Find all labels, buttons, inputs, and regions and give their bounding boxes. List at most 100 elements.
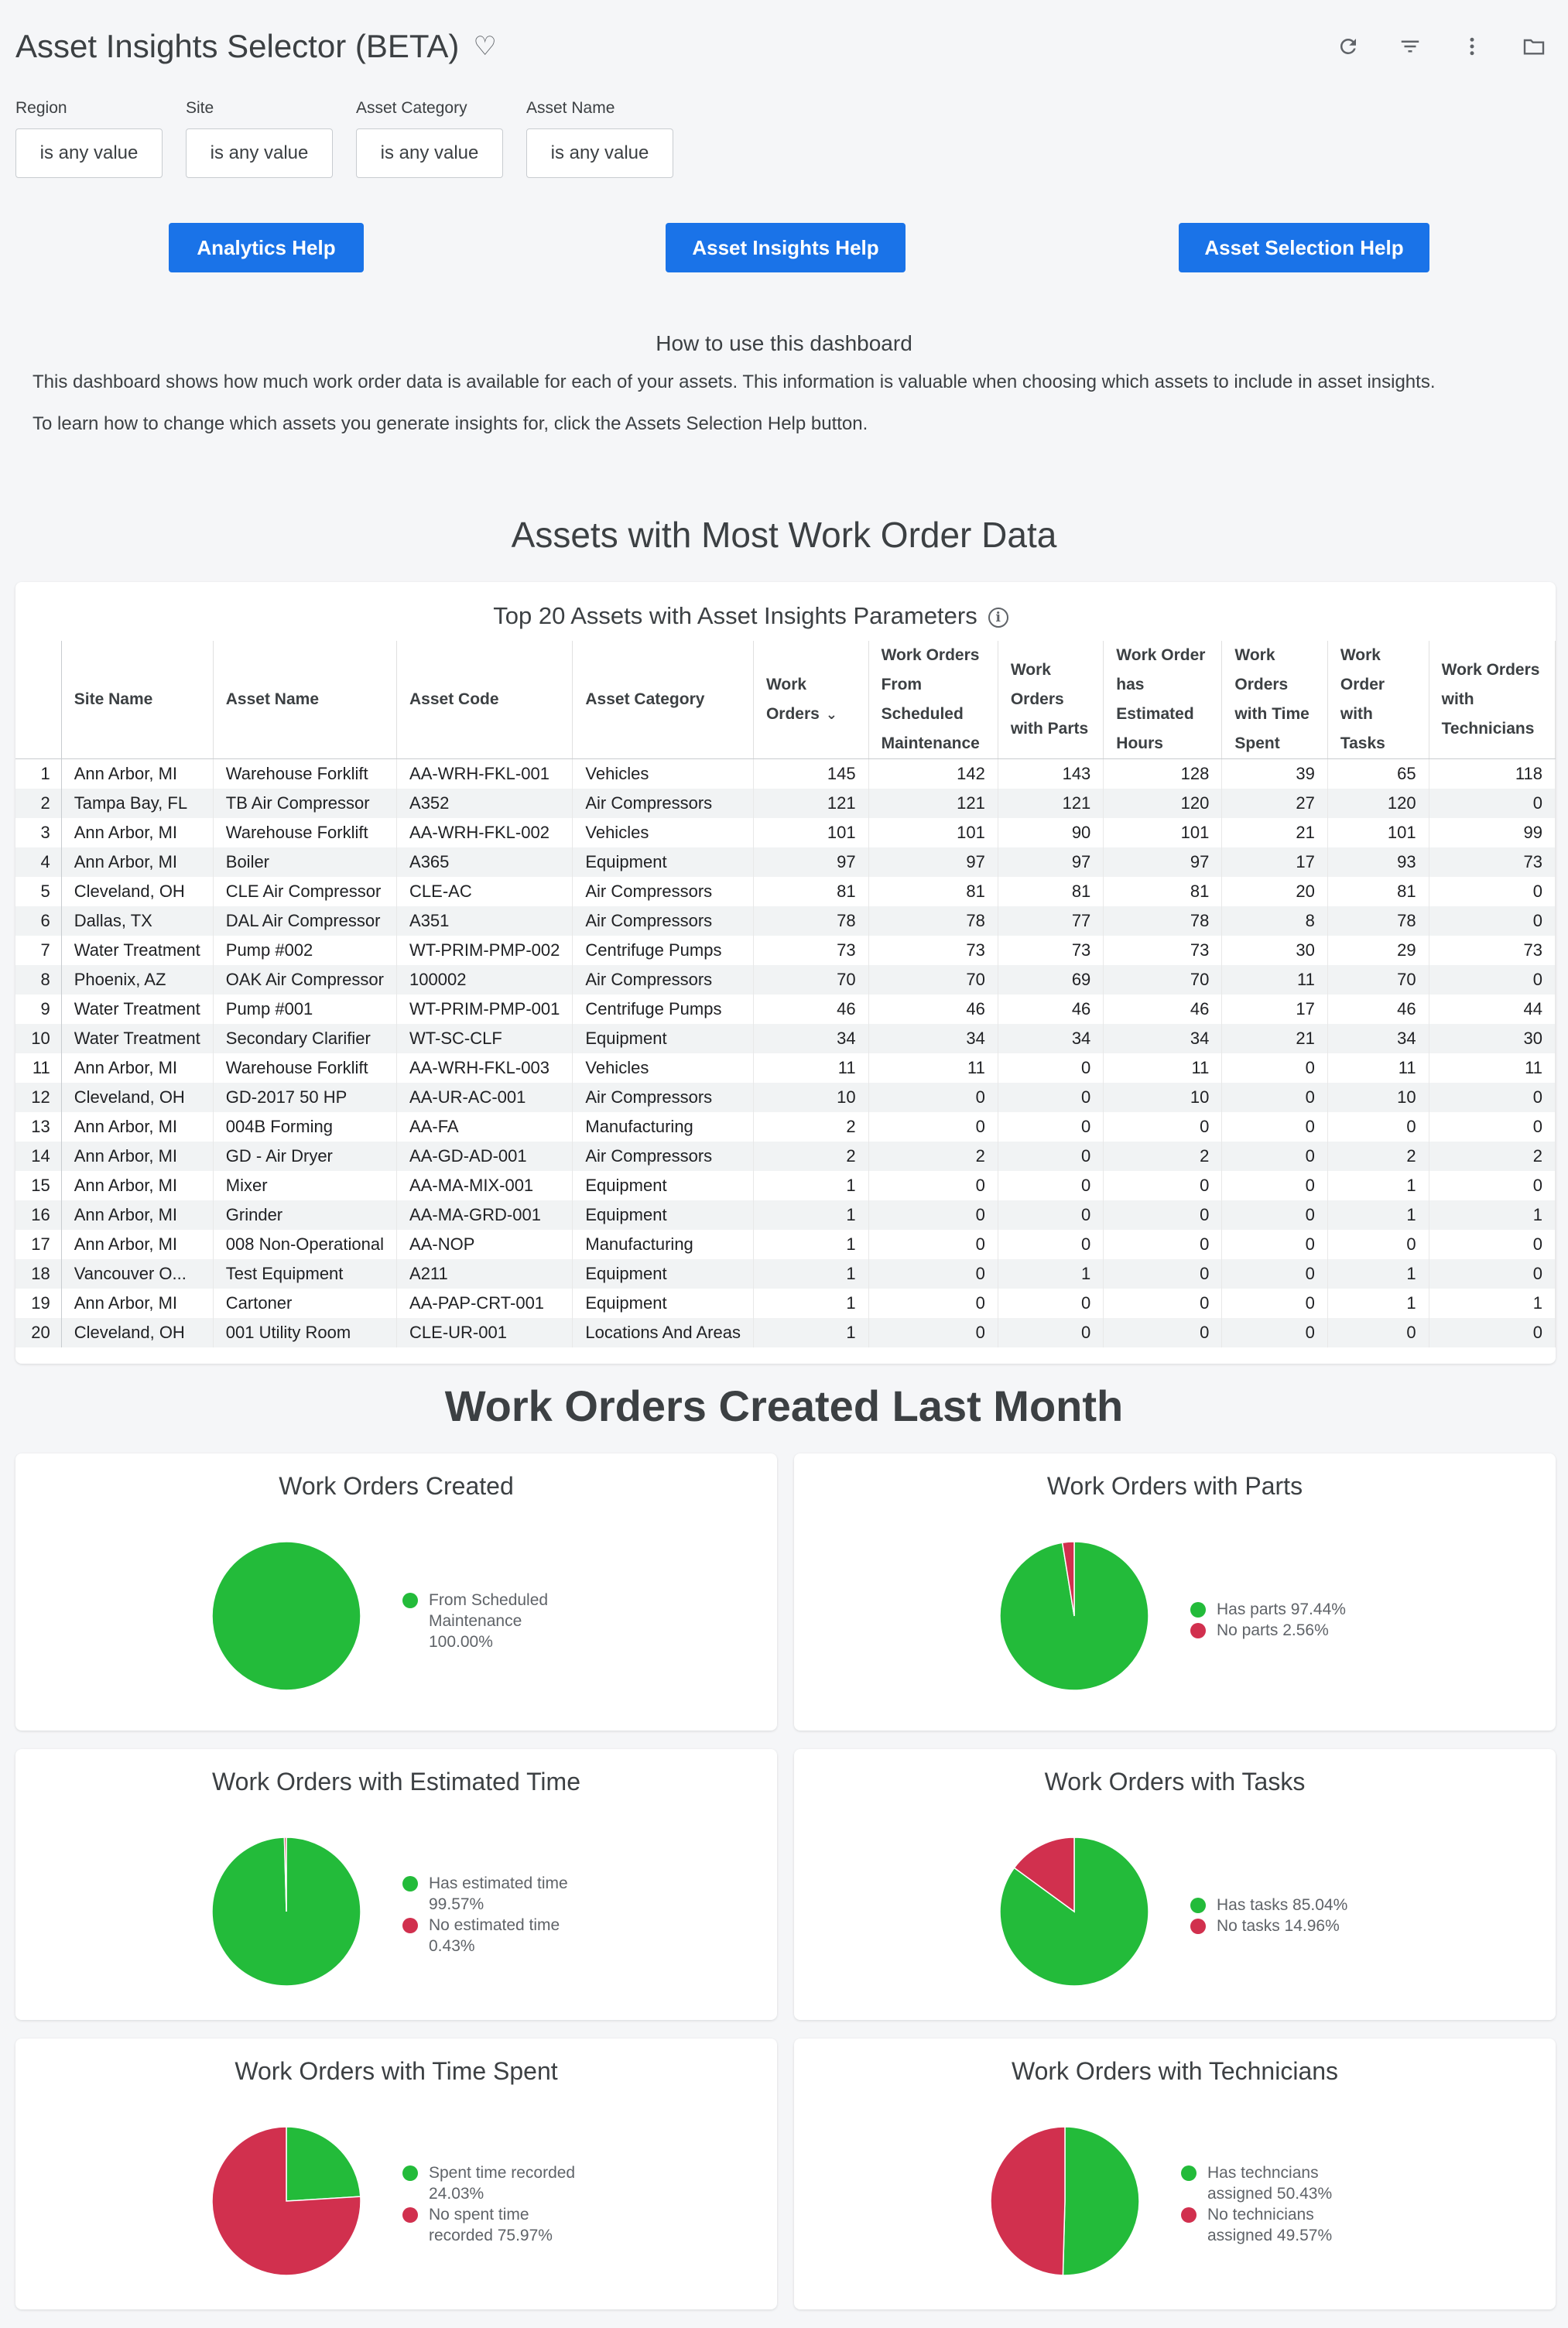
asset-category-filter-input[interactable]: is any value xyxy=(356,128,503,178)
legend-item[interactable]: No spent time recorded 75.97% xyxy=(402,2204,575,2246)
column-header[interactable]: Asset Name xyxy=(213,641,398,759)
table-row[interactable]: 11 Ann Arbor, MI Warehouse Forklift AA-WRH-… xyxy=(15,1053,1556,1083)
legend-label: Has parts 97.44% xyxy=(1217,1599,1346,1620)
legend-item[interactable]: Has parts 97.44% xyxy=(1190,1599,1346,1620)
table-row[interactable]: 2 Tampa Bay, FL TB Air Compressor A352 Air C… xyxy=(15,788,1556,818)
table-row[interactable]: 12 Cleveland, OH GD-2017 50 HP AA-UR-AC-001… xyxy=(15,1082,1556,1112)
row-index: 14 xyxy=(15,1141,62,1171)
table-row[interactable]: 13 Ann Arbor, MI 004B Forming AA-FA Manufact… xyxy=(15,1111,1556,1142)
column-header[interactable]: Work Orders with Time Spent xyxy=(1221,641,1328,759)
table-row[interactable]: 5 Cleveland, OH CLE Air Compressor CLE-AC Ai… xyxy=(15,876,1556,906)
legend-item[interactable]: From Scheduled Maintenance 100.00% xyxy=(402,1590,548,1652)
column-header[interactable]: Site Name xyxy=(61,641,214,759)
table-cell: 11 xyxy=(1327,1053,1429,1083)
legend-item[interactable]: No technicians assigned 49.57% xyxy=(1181,2204,1332,2246)
pie-slice[interactable] xyxy=(990,2126,1066,2276)
table-row[interactable]: 16 Ann Arbor, MI Grinder AA-MA-GRD-001 Equip… xyxy=(15,1200,1556,1230)
asset-insights-help-button[interactable]: Asset Insights Help xyxy=(666,223,906,272)
column-header[interactable]: Work Order has Estimated Hours xyxy=(1103,641,1223,759)
column-header-label: Asset Name xyxy=(225,690,319,708)
column-header-label: Work Orders with Parts xyxy=(1010,661,1089,738)
pie-slice[interactable] xyxy=(211,1541,361,1691)
legend-item[interactable]: Has estimated time 99.57% xyxy=(402,1873,568,1915)
filter-label: Region xyxy=(15,99,67,117)
table-cell: Mixer xyxy=(213,1170,398,1200)
table-row[interactable]: 19 Ann Arbor, MI Cartoner AA-PAP-CRT-001 Equ… xyxy=(15,1288,1556,1318)
region-filter-input[interactable]: is any value xyxy=(15,128,163,178)
legend-item[interactable]: No parts 2.56% xyxy=(1190,1620,1346,1641)
table-cell: 97 xyxy=(998,847,1104,877)
site-filter-input[interactable]: is any value xyxy=(186,128,333,178)
table-cell: 34 xyxy=(1327,1023,1429,1053)
table-row[interactable]: 18 Vancouver O... Test Equipment A211 Equipm… xyxy=(15,1258,1556,1289)
legend-item[interactable]: Has techncians assigned 50.43% xyxy=(1181,2162,1332,2204)
table-cell: Ann Arbor, MI xyxy=(61,1111,214,1142)
table-cell: 0 xyxy=(998,1111,1104,1142)
table-row[interactable]: 6 Dallas, TX DAL Air Compressor A351 Air Com… xyxy=(15,906,1556,936)
legend-item[interactable]: No tasks 14.96% xyxy=(1190,1915,1347,1936)
legend-label: From Scheduled Maintenance 100.00% xyxy=(429,1590,548,1652)
table-row[interactable]: 1 Ann Arbor, MI Warehouse Forklift AA-WRH-F… xyxy=(15,758,1556,789)
legend-item[interactable]: Spent time recorded 24.03% xyxy=(402,2162,575,2204)
refresh-icon[interactable] xyxy=(1333,31,1364,62)
folder-icon[interactable] xyxy=(1518,31,1549,62)
table-cell: 0 xyxy=(1221,1082,1328,1112)
table-row[interactable]: 15 Ann Arbor, MI Mixer AA-MA-MIX-001 Equipme… xyxy=(15,1170,1556,1200)
table-cell: 0 xyxy=(1221,1229,1328,1259)
table-row[interactable]: 3 Ann Arbor, MI Warehouse Forklift AA-WRH-F… xyxy=(15,817,1556,847)
pie-slice[interactable] xyxy=(1062,2126,1140,2276)
table-cell: 0 xyxy=(868,1288,998,1318)
table-row[interactable]: 9 Water Treatment Pump #001 WT-PRIM-PMP-001… xyxy=(15,994,1556,1024)
table-row[interactable]: 14 Ann Arbor, MI GD - Air Dryer AA-GD-AD-00… xyxy=(15,1141,1556,1171)
favorite-heart-icon[interactable]: ♡ xyxy=(473,32,497,61)
table-cell: 101 xyxy=(1327,817,1429,847)
column-header[interactable]: Asset Code xyxy=(396,641,573,759)
filter-site: Site is any value xyxy=(186,99,333,178)
column-header[interactable]: Work Orders with Parts xyxy=(998,641,1104,759)
filter-icon[interactable] xyxy=(1395,31,1426,62)
row-index: 20 xyxy=(15,1317,62,1347)
more-vert-icon[interactable] xyxy=(1457,31,1488,62)
pie-slice[interactable] xyxy=(211,2126,361,2276)
table-cell: AA-NOP xyxy=(396,1229,573,1259)
table-cell: 1 xyxy=(1429,1200,1556,1230)
table-cell: 0 xyxy=(868,1082,998,1112)
table-row[interactable]: 8 Phoenix, AZ OAK Air Compressor 100002 Air … xyxy=(15,964,1556,995)
asset-selection-help-button[interactable]: Asset Selection Help xyxy=(1179,223,1429,272)
table-cell: Dallas, TX xyxy=(61,906,214,936)
info-icon[interactable]: i xyxy=(988,607,1008,628)
row-index: 12 xyxy=(15,1082,62,1112)
table-cell: 142 xyxy=(868,758,998,789)
pie-chart-card: Work Orders with Time Spent Spent time re… xyxy=(15,2039,777,2309)
table-row[interactable]: 10 Water Treatment Secondary Clarifier WT-S… xyxy=(15,1023,1556,1053)
column-header[interactable]: Asset Category xyxy=(572,641,754,759)
table-cell: 20 xyxy=(1221,876,1328,906)
analytics-help-button[interactable]: Analytics Help xyxy=(169,223,364,272)
table-cell: 29 xyxy=(1327,935,1429,965)
column-header-label: Work Orders with Technicians xyxy=(1441,661,1540,738)
pie-slice[interactable] xyxy=(1013,1837,1075,1913)
table-row[interactable]: 4 Ann Arbor, MI Boiler A365 Equipment 97 97 97 9… xyxy=(15,847,1556,877)
table-row[interactable]: 20 Cleveland, OH 001 Utility Room CLE-UR-00… xyxy=(15,1317,1556,1347)
table-cell: 0 xyxy=(1429,876,1556,906)
table-cell: 10 xyxy=(1327,1082,1429,1112)
pie-slice[interactable] xyxy=(286,2126,361,2202)
legend-item[interactable]: Has tasks 85.04% xyxy=(1190,1895,1347,1915)
column-header[interactable]: Work Order with Tasks xyxy=(1327,641,1429,759)
sort-desc-icon[interactable]: ⌄ xyxy=(825,707,837,722)
table-cell: 34 xyxy=(998,1023,1104,1053)
table-cell: 1 xyxy=(753,1317,869,1347)
row-index: 2 xyxy=(15,788,62,818)
table-row[interactable]: 17 Ann Arbor, MI 008 Non-Operational AA-NOP… xyxy=(15,1229,1556,1259)
column-header[interactable]: Work Orders with Technicians xyxy=(1429,641,1556,759)
asset-name-filter-input[interactable]: is any value xyxy=(526,128,673,178)
table-cell: 0 xyxy=(1221,1053,1328,1083)
column-header[interactable]: Work Orders ⌄ xyxy=(753,641,869,759)
column-header[interactable]: Work Orders From Scheduled Maintenance xyxy=(868,641,998,759)
pie-slice[interactable] xyxy=(283,1837,287,1912)
table-row[interactable]: 7 Water Treatment Pump #002 WT-PRIM-PMP-002… xyxy=(15,935,1556,965)
legend-dot-icon xyxy=(1181,2207,1197,2223)
filter-label: Asset Category xyxy=(356,99,467,117)
pie-slice[interactable] xyxy=(1061,1541,1075,1617)
legend-item[interactable]: No estimated time 0.43% xyxy=(402,1915,568,1957)
